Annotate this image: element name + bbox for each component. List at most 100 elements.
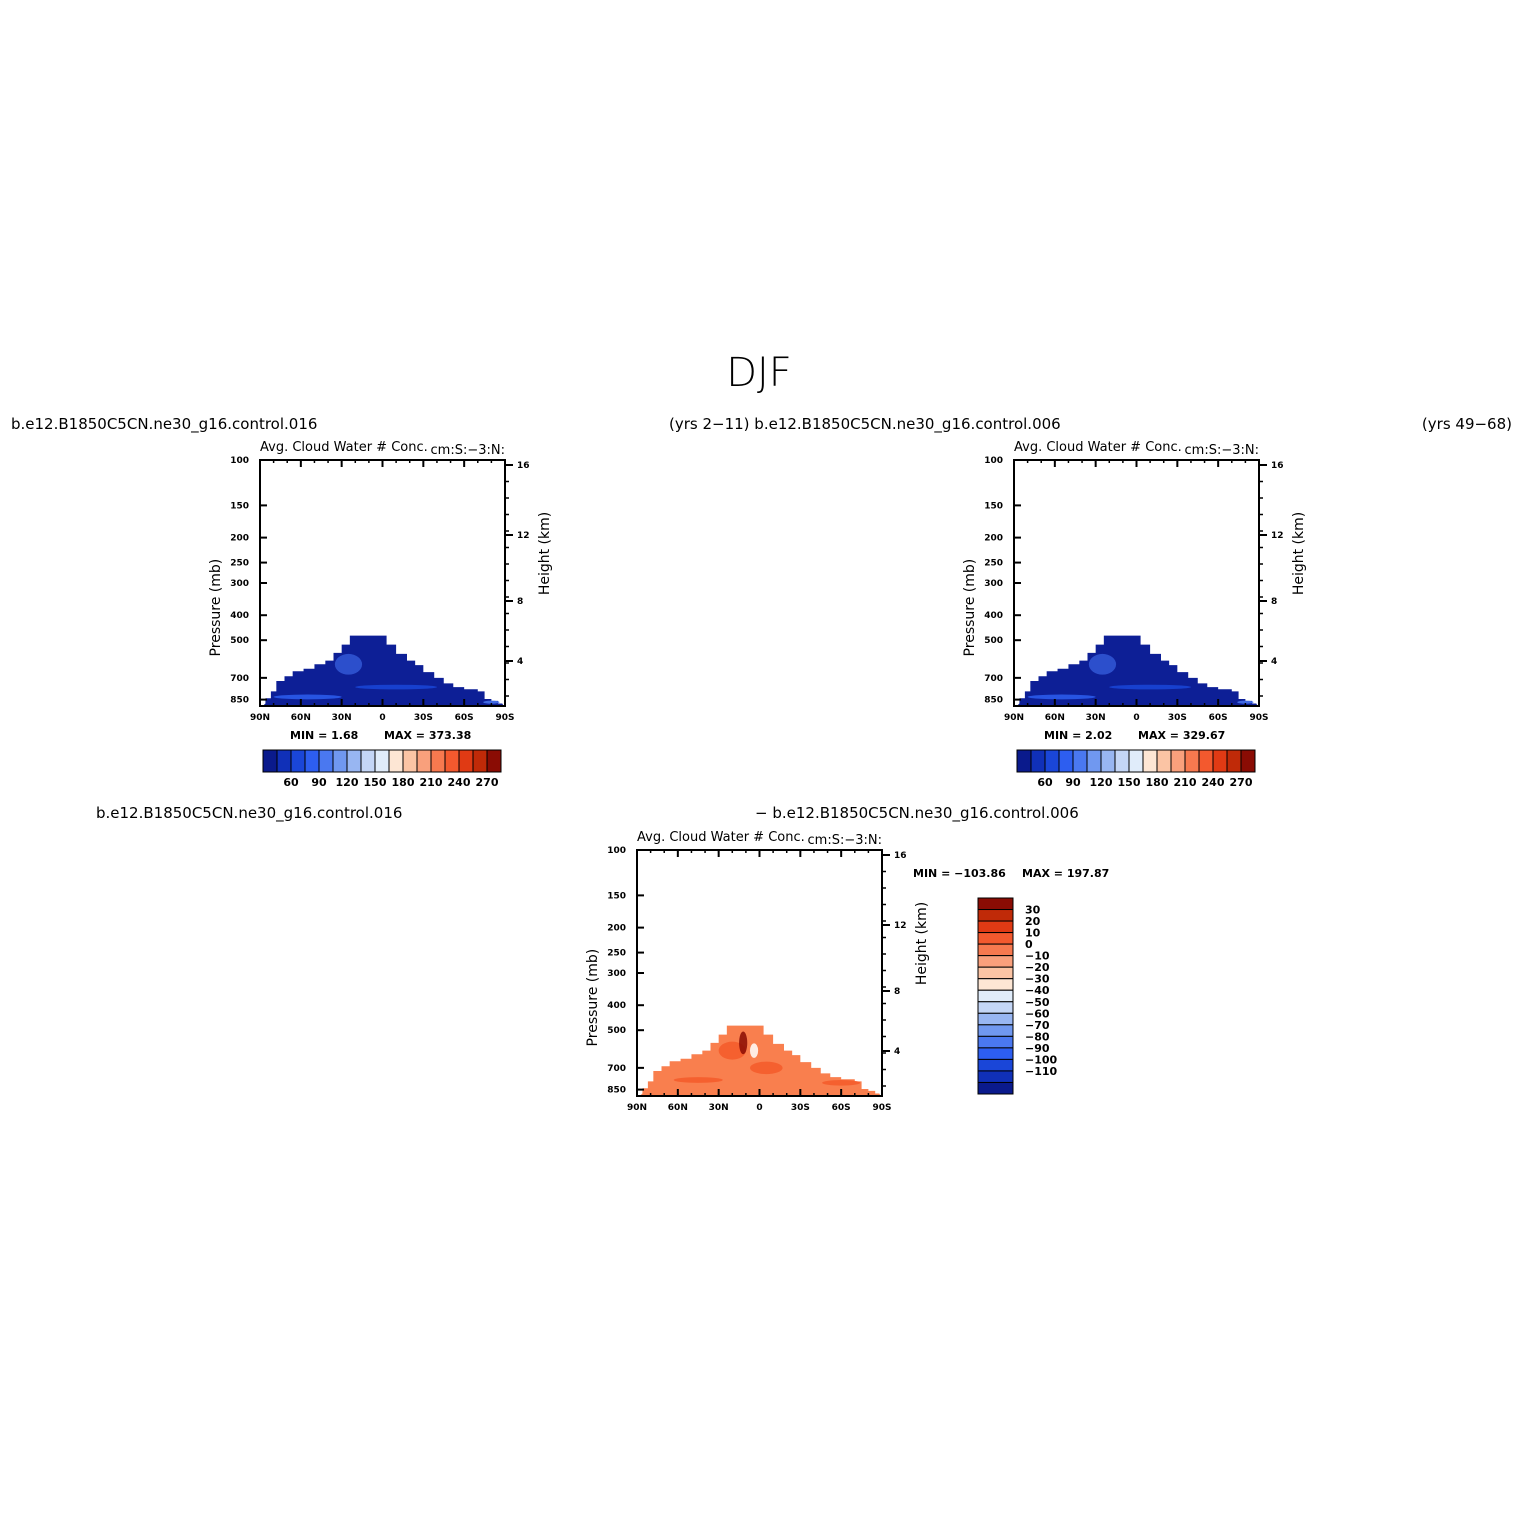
contour-field xyxy=(262,635,504,706)
colorbar-label: −50 xyxy=(1025,996,1050,1009)
min-label: MIN = 1.68 xyxy=(290,729,358,742)
colorbar-swatch xyxy=(977,1012,1014,1026)
colorbar-label: 180 xyxy=(1146,776,1169,789)
header-right-years: (yrs 49−68) xyxy=(1422,415,1512,433)
x-tick-label: 30N xyxy=(709,1103,729,1113)
colorbar-label: −10 xyxy=(1025,950,1050,963)
colorbar-swatch xyxy=(977,920,1014,934)
colorbar-swatch xyxy=(1030,749,1046,773)
colorbar-swatch xyxy=(262,749,278,773)
colorbar-label: 240 xyxy=(448,776,471,789)
y-tick-label: 250 xyxy=(607,949,626,959)
contour-feature xyxy=(739,1031,748,1055)
max-label: MAX = 197.87 xyxy=(1022,867,1109,880)
colorbar-label: 20 xyxy=(1025,915,1041,928)
x-tick-label: 30N xyxy=(1086,713,1106,723)
height-tick-label: 8 xyxy=(894,987,900,997)
colorbar-swatch xyxy=(977,955,1014,968)
contour-field xyxy=(1016,635,1258,706)
colorbar-label: −60 xyxy=(1025,1007,1050,1020)
y-tick-label: 200 xyxy=(230,534,249,544)
x-tick-label: 60N xyxy=(668,1103,688,1113)
colorbar-label: 240 xyxy=(1202,776,1225,789)
colorbar-swatch xyxy=(1086,749,1102,773)
colorbar-swatch xyxy=(1156,749,1172,773)
colorbar-swatch xyxy=(458,749,474,773)
colorbar-swatch xyxy=(304,749,320,773)
height-tick-label: 16 xyxy=(894,851,907,861)
colorbar-label: −70 xyxy=(1025,1019,1050,1032)
colorbar-swatch xyxy=(977,1001,1014,1014)
contour-feature xyxy=(483,700,500,704)
y-tick-label: 250 xyxy=(230,559,249,569)
y-tick-label: 700 xyxy=(230,674,249,684)
x-tick-label: 30S xyxy=(1168,713,1187,723)
panel-units: cm:S:−3:N: xyxy=(431,443,505,458)
header-left-case: b.e12.B1850C5CN.ne30_g16.control.016 xyxy=(11,415,317,434)
x-tick-label: 90N xyxy=(1004,713,1024,723)
colorbar-swatch xyxy=(346,749,362,773)
y-tick-label: 500 xyxy=(984,636,1003,646)
colorbar-label: 150 xyxy=(364,776,387,789)
x-tick-label: 60N xyxy=(1045,713,1065,723)
height-tick-label: 12 xyxy=(517,531,530,541)
x-tick-label: 90S xyxy=(495,713,514,723)
colorbar-swatch xyxy=(977,966,1014,980)
height-tick-label: 4 xyxy=(894,1047,900,1057)
y-tick-label: 200 xyxy=(607,924,626,934)
colorbar-label: 270 xyxy=(476,776,499,789)
colorbar-swatch xyxy=(360,749,376,773)
colorbar-swatch xyxy=(290,749,306,773)
colorbar-label: −20 xyxy=(1025,961,1050,974)
x-tick-label: 90N xyxy=(250,713,270,723)
y-tick-label: 850 xyxy=(984,696,1003,706)
plot-panel-top-right: Avg. Cloud Water # Conc. cm:S:−3:N: 90N 60N… xyxy=(962,440,1307,789)
colorbar-swatch xyxy=(1100,749,1116,773)
colorbar-swatch xyxy=(444,749,460,773)
header-center-case: (yrs 2−11) b.e12.B1850C5CN.ne30_g16.cont… xyxy=(669,415,1061,434)
colorbar-label: −40 xyxy=(1025,984,1050,997)
y-tick-label: 500 xyxy=(607,1026,626,1036)
x-tick-label: 30S xyxy=(791,1103,810,1113)
max-label: MAX = 373.38 xyxy=(384,729,471,742)
x-tick-label: 90S xyxy=(1249,713,1268,723)
colorbar-swatch xyxy=(977,1035,1014,1049)
colorbar-swatch xyxy=(1240,749,1256,773)
colorbar-label: 0 xyxy=(1025,938,1033,951)
colorbar-swatch xyxy=(977,989,1014,1003)
colorbar-swatch xyxy=(977,1024,1014,1037)
colorbar-label: −110 xyxy=(1025,1065,1058,1078)
contour-feature xyxy=(749,1061,783,1075)
colorbar-swatch xyxy=(1142,749,1158,773)
colorbar-swatch xyxy=(486,749,502,773)
colorbar-swatch xyxy=(1044,749,1060,773)
height-axis-label: Height (km) xyxy=(914,902,930,985)
colorbar-swatch xyxy=(1072,749,1088,773)
colorbar-swatch xyxy=(1058,749,1074,773)
contour-feature xyxy=(718,1041,746,1060)
colorbar-label: 90 xyxy=(311,776,327,789)
x-tick-label: 60S xyxy=(832,1103,851,1113)
colorbar-label: 60 xyxy=(283,776,299,789)
y-tick-label: 850 xyxy=(607,1086,626,1096)
header-bottom-center-case: − b.e12.B1850C5CN.ne30_g16.control.006 xyxy=(755,804,1079,823)
x-tick-label: 0 xyxy=(756,1103,762,1113)
colorbar-swatch xyxy=(472,749,488,773)
contour-feature xyxy=(749,1043,759,1058)
x-tick-label: 0 xyxy=(379,713,385,723)
contour-feature xyxy=(355,684,437,690)
min-label: MIN = −103.86 xyxy=(913,867,1006,880)
contour-feature xyxy=(1109,684,1191,690)
height-tick-label: 8 xyxy=(1271,597,1277,607)
x-tick-label: 90S xyxy=(872,1103,891,1113)
y-tick-label: 150 xyxy=(984,501,1003,511)
y-tick-label: 850 xyxy=(230,696,249,706)
colorbar-label: 150 xyxy=(1118,776,1141,789)
colorbar-label: 270 xyxy=(1230,776,1253,789)
colorbar-swatch xyxy=(977,978,1014,991)
colorbar-swatch xyxy=(977,897,1014,911)
contour-feature xyxy=(822,1080,861,1086)
contour-feature xyxy=(673,1077,723,1083)
colorbar-label: −30 xyxy=(1025,973,1050,986)
